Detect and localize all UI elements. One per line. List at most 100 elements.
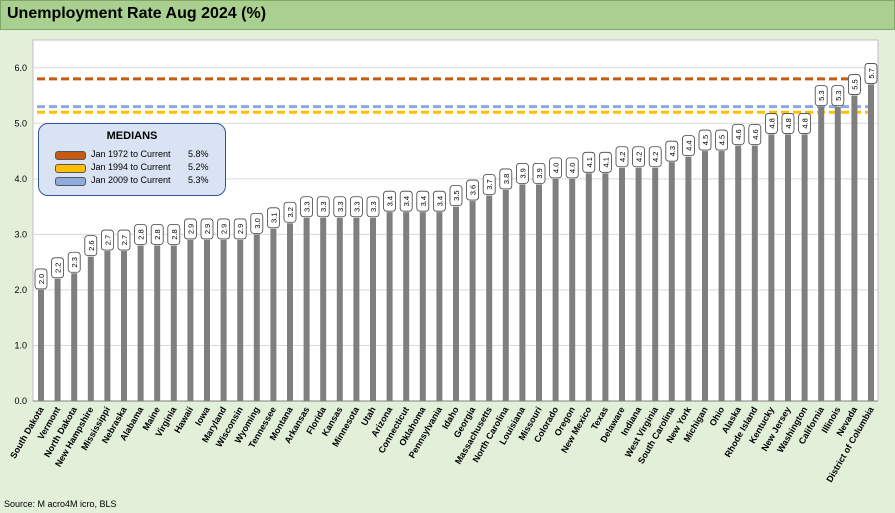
- data-label-text: 2.9: [220, 224, 229, 234]
- data-label-box: [250, 212, 264, 234]
- legend-swatch-1994: [55, 164, 86, 173]
- data-label-text: 4.5: [701, 135, 710, 145]
- data-label-text: 4.2: [651, 152, 660, 162]
- y-tick-label: 2.0: [14, 285, 27, 295]
- data-label: 4.2: [615, 146, 629, 168]
- data-label-text: 5.5: [850, 79, 859, 89]
- data-label-text: 2.3: [70, 257, 79, 267]
- data-label: 3.3: [333, 196, 347, 218]
- data-label-box: [34, 268, 48, 290]
- data-label-box: [831, 85, 845, 107]
- data-label-text: 2.8: [153, 229, 162, 239]
- data-label-box: [67, 251, 81, 273]
- bar: [585, 173, 592, 401]
- bar: [336, 217, 343, 401]
- data-label-text: 3.4: [402, 196, 411, 206]
- bar: [702, 151, 708, 401]
- data-label-box: [366, 196, 380, 218]
- data-label: 5.3: [814, 85, 828, 107]
- bar: [453, 206, 459, 401]
- data-label-text: 3.4: [435, 196, 444, 206]
- bar: [652, 167, 659, 401]
- data-label-text: 3.4: [419, 196, 428, 206]
- bar: [486, 195, 493, 401]
- bar: [87, 256, 94, 401]
- data-label: 2.7: [117, 229, 131, 251]
- data-label: 2.9: [183, 218, 197, 240]
- data-label-text: 3.5: [452, 190, 461, 200]
- data-label-text: 5.3: [817, 90, 826, 100]
- data-label-box: [416, 190, 430, 212]
- data-label-box: [117, 229, 131, 251]
- legend-label-2009: Jan 2009 to Current: [91, 175, 171, 185]
- data-label-text: 2.6: [87, 240, 96, 250]
- data-label-box: [549, 157, 562, 179]
- bar: [320, 217, 327, 401]
- data-label-box: [848, 74, 861, 95]
- data-label-text: 4.8: [767, 118, 776, 128]
- bar: [569, 178, 576, 401]
- data-label: 3.4: [416, 190, 430, 212]
- bar: [718, 151, 725, 401]
- data-label: 4.0: [549, 157, 562, 179]
- data-label-box: [300, 196, 314, 218]
- bar: [751, 145, 758, 401]
- legend-value-2009: 5.3%: [188, 175, 209, 185]
- data-label: 2.6: [84, 235, 98, 257]
- data-label-box: [665, 140, 679, 162]
- data-label-box: [183, 218, 197, 240]
- data-label-box: [516, 162, 529, 184]
- bar: [38, 289, 44, 401]
- data-label-text: 4.0: [568, 163, 577, 173]
- data-label-box: [781, 113, 795, 134]
- data-label: 3.8: [499, 168, 513, 190]
- bar: [469, 201, 476, 401]
- data-label-text: 4.4: [684, 140, 693, 150]
- data-label-text: 4.8: [784, 118, 793, 128]
- y-tick-label: 5.0: [14, 118, 27, 128]
- bar: [801, 134, 808, 401]
- data-label-box: [532, 162, 546, 184]
- data-label: 2.9: [200, 218, 214, 240]
- data-label-text: 2.8: [170, 229, 179, 239]
- y-tick-label: 4.0: [14, 174, 27, 184]
- data-label-text: 2.0: [37, 274, 46, 284]
- data-label-box: [765, 113, 778, 134]
- title-bar: Unemployment Rate Aug 2024 (%): [0, 0, 895, 30]
- data-label: 4.1: [582, 151, 596, 173]
- data-label: 3.3: [316, 196, 330, 218]
- data-label: 3.4: [383, 190, 397, 212]
- data-label-box: [731, 124, 745, 145]
- data-label-box: [715, 129, 728, 151]
- data-label: 4.5: [698, 129, 712, 151]
- bar: [419, 212, 426, 401]
- data-label-box: [84, 235, 98, 257]
- legend-swatch-2009: [55, 177, 86, 186]
- data-label-box: [233, 218, 247, 240]
- data-label-text: 3.3: [303, 202, 312, 212]
- data-label: 3.5: [449, 185, 463, 207]
- data-label-box: [266, 207, 280, 229]
- data-label-box: [283, 201, 297, 223]
- bar: [785, 134, 791, 401]
- data-label: 2.2: [51, 257, 64, 279]
- data-label-text: 4.8: [801, 118, 810, 128]
- data-label: 3.2: [283, 201, 297, 223]
- data-label: 4.3: [665, 140, 679, 162]
- bar: [154, 245, 161, 401]
- data-label-text: 4.2: [635, 152, 644, 162]
- data-label-box: [648, 146, 662, 168]
- data-label: 2.9: [233, 218, 247, 240]
- bar: [370, 217, 376, 401]
- source-note: Source: M acro4M icro, BLS: [4, 499, 117, 509]
- data-label-box: [217, 218, 231, 240]
- data-label-box: [134, 224, 148, 245]
- bar: [635, 167, 642, 401]
- legend-swatch-1972: [55, 151, 86, 160]
- data-label-text: 2.9: [203, 224, 212, 234]
- data-label: 5.5: [848, 74, 861, 95]
- data-label-text: 3.0: [253, 218, 262, 228]
- data-label-text: 3.3: [336, 202, 345, 212]
- data-label: 4.8: [798, 113, 811, 134]
- data-label: 2.7: [101, 229, 114, 251]
